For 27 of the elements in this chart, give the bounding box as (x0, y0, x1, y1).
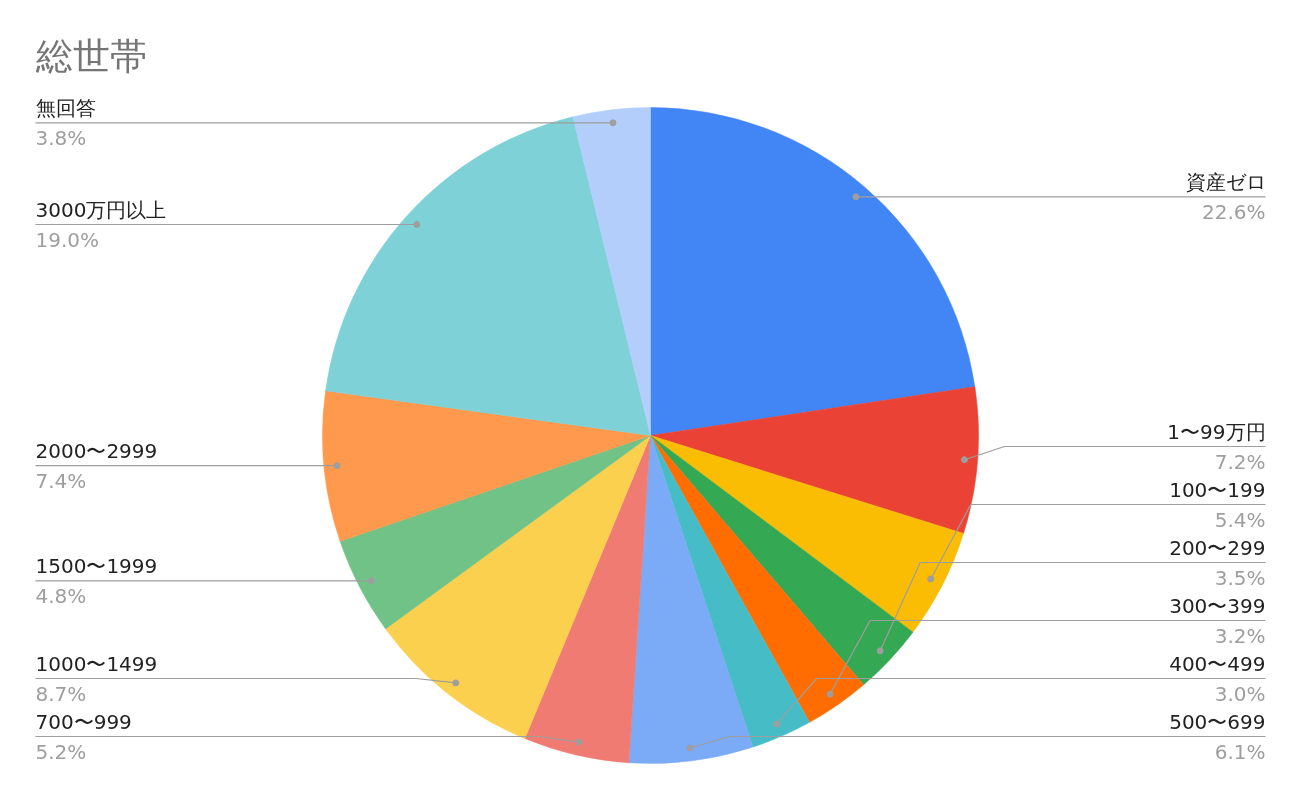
slice-label: 1500〜1999 (35, 553, 158, 578)
slice-label: 400〜499 (1169, 651, 1266, 676)
data-label: 6.1% (1214, 739, 1266, 764)
slice-label: 1000〜1499 (35, 651, 158, 676)
slice-label: 3000万円以上 (35, 197, 167, 222)
slice-label: 無回答 (35, 95, 96, 120)
slice-label: 500〜699 (1169, 709, 1266, 734)
data-label: 3.8% (35, 125, 87, 150)
data-label: 7.4% (35, 468, 87, 493)
slice-label: 300〜399 (1169, 593, 1266, 618)
data-label: 4.8% (35, 583, 87, 608)
chart-title: 総世帯 (34, 33, 147, 78)
data-label: 5.2% (35, 739, 87, 764)
slice-label: 700〜999 (35, 709, 132, 734)
slice-label: 資産ゼロ (1185, 169, 1266, 194)
slice-label: 200〜299 (1169, 535, 1266, 560)
slice-label: 2000〜2999 (35, 438, 158, 463)
data-label: 3.5% (1214, 565, 1266, 590)
data-label: 5.4% (1214, 507, 1266, 532)
data-label: 8.7% (35, 681, 87, 706)
data-label: 7.2% (1214, 449, 1266, 474)
data-label: 3.0% (1214, 681, 1266, 706)
slice-label: 1〜99万円 (1167, 419, 1266, 444)
data-label: 22.6% (1201, 199, 1266, 224)
slice-label: 100〜199 (1169, 477, 1266, 502)
data-label: 3.2% (1214, 623, 1266, 648)
data-label: 19.0% (35, 227, 100, 252)
